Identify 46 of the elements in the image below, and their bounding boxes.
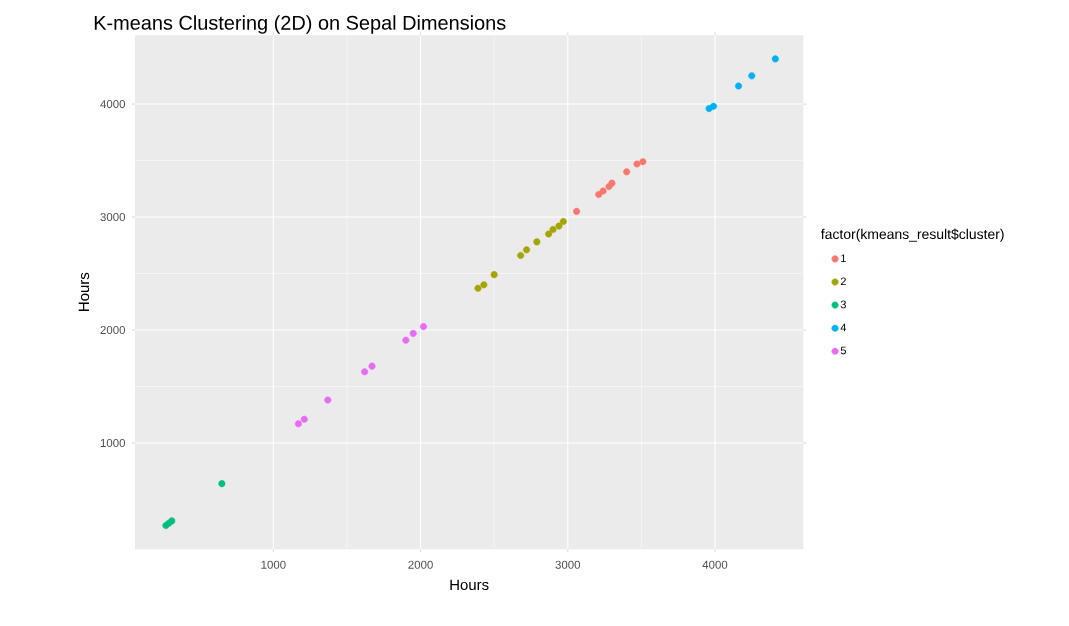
point: [368, 362, 376, 370]
point: [523, 246, 531, 254]
x-tick-label: 2000: [408, 560, 433, 569]
y-tick-label: 1000: [100, 438, 126, 448]
y-tick-label: 4000: [100, 100, 126, 109]
point: [545, 230, 553, 238]
point: [218, 480, 226, 488]
point: [771, 55, 779, 63]
x-tick-label: 3000: [555, 560, 581, 569]
point: [599, 187, 607, 195]
chart-title: K-means Clustering (2D) on Sepal Dimensions: [94, 15, 506, 34]
point: [324, 396, 332, 404]
legend-label: 3: [840, 300, 846, 309]
point: [300, 415, 308, 423]
x-axis-title: Hours: [450, 579, 489, 591]
point: [555, 222, 563, 230]
x-tick-label: 4000: [702, 560, 728, 569]
point: [402, 336, 410, 344]
point: [490, 271, 498, 279]
point: [533, 238, 541, 246]
point: [735, 82, 743, 90]
legend-label: 5: [840, 346, 846, 355]
legend-title: factor(kmeans_result$cluster): [821, 228, 1004, 242]
point: [710, 102, 718, 110]
point: [573, 207, 581, 215]
point: [361, 368, 369, 376]
point: [480, 281, 488, 289]
legend-label: 4: [840, 323, 847, 332]
point: [294, 420, 302, 428]
point: [474, 284, 482, 292]
point: [608, 179, 616, 187]
y-tick-label: 3000: [100, 212, 126, 222]
point: [748, 72, 756, 80]
point: [633, 160, 641, 168]
point: [549, 225, 557, 233]
point: [639, 158, 647, 166]
y-axis-title: Hours: [78, 272, 90, 311]
legend-label: 1: [841, 254, 846, 262]
x-tick-label: 1000: [261, 560, 286, 569]
point: [420, 323, 428, 331]
legend-label: 2: [840, 277, 846, 286]
point: [409, 329, 417, 337]
point: [559, 218, 567, 226]
y-tick-label: 2000: [100, 325, 126, 335]
point: [517, 251, 525, 259]
point: [623, 168, 631, 176]
